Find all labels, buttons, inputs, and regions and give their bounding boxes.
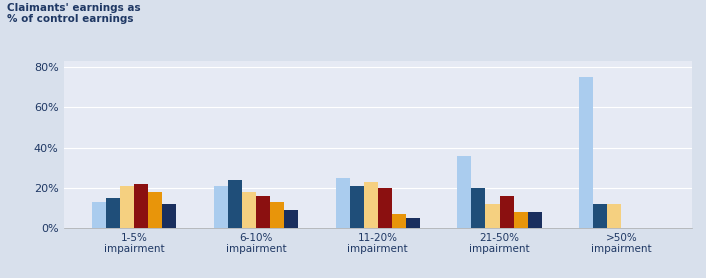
Bar (162, 204, 176, 228)
Bar (364, 182, 378, 228)
Bar (349, 186, 364, 228)
Bar (392, 214, 406, 228)
Bar (527, 212, 542, 228)
Bar (256, 196, 270, 228)
Bar (406, 218, 420, 228)
Bar (92, 202, 106, 228)
Bar (580, 77, 593, 228)
Bar (134, 184, 148, 228)
Bar (486, 204, 500, 228)
Bar (335, 178, 349, 228)
Bar (378, 188, 392, 228)
Bar (284, 210, 298, 228)
Bar (500, 196, 513, 228)
Bar (228, 180, 242, 228)
Bar (120, 186, 134, 228)
Bar (457, 156, 472, 228)
Bar (106, 198, 120, 228)
Bar (607, 204, 621, 228)
Bar (270, 202, 284, 228)
Bar (472, 188, 486, 228)
Text: Claimants' earnings as
% of control earnings: Claimants' earnings as % of control earn… (7, 3, 140, 24)
Bar (593, 204, 607, 228)
Bar (242, 192, 256, 228)
Bar (148, 192, 162, 228)
Bar (513, 212, 527, 228)
Bar (214, 186, 228, 228)
